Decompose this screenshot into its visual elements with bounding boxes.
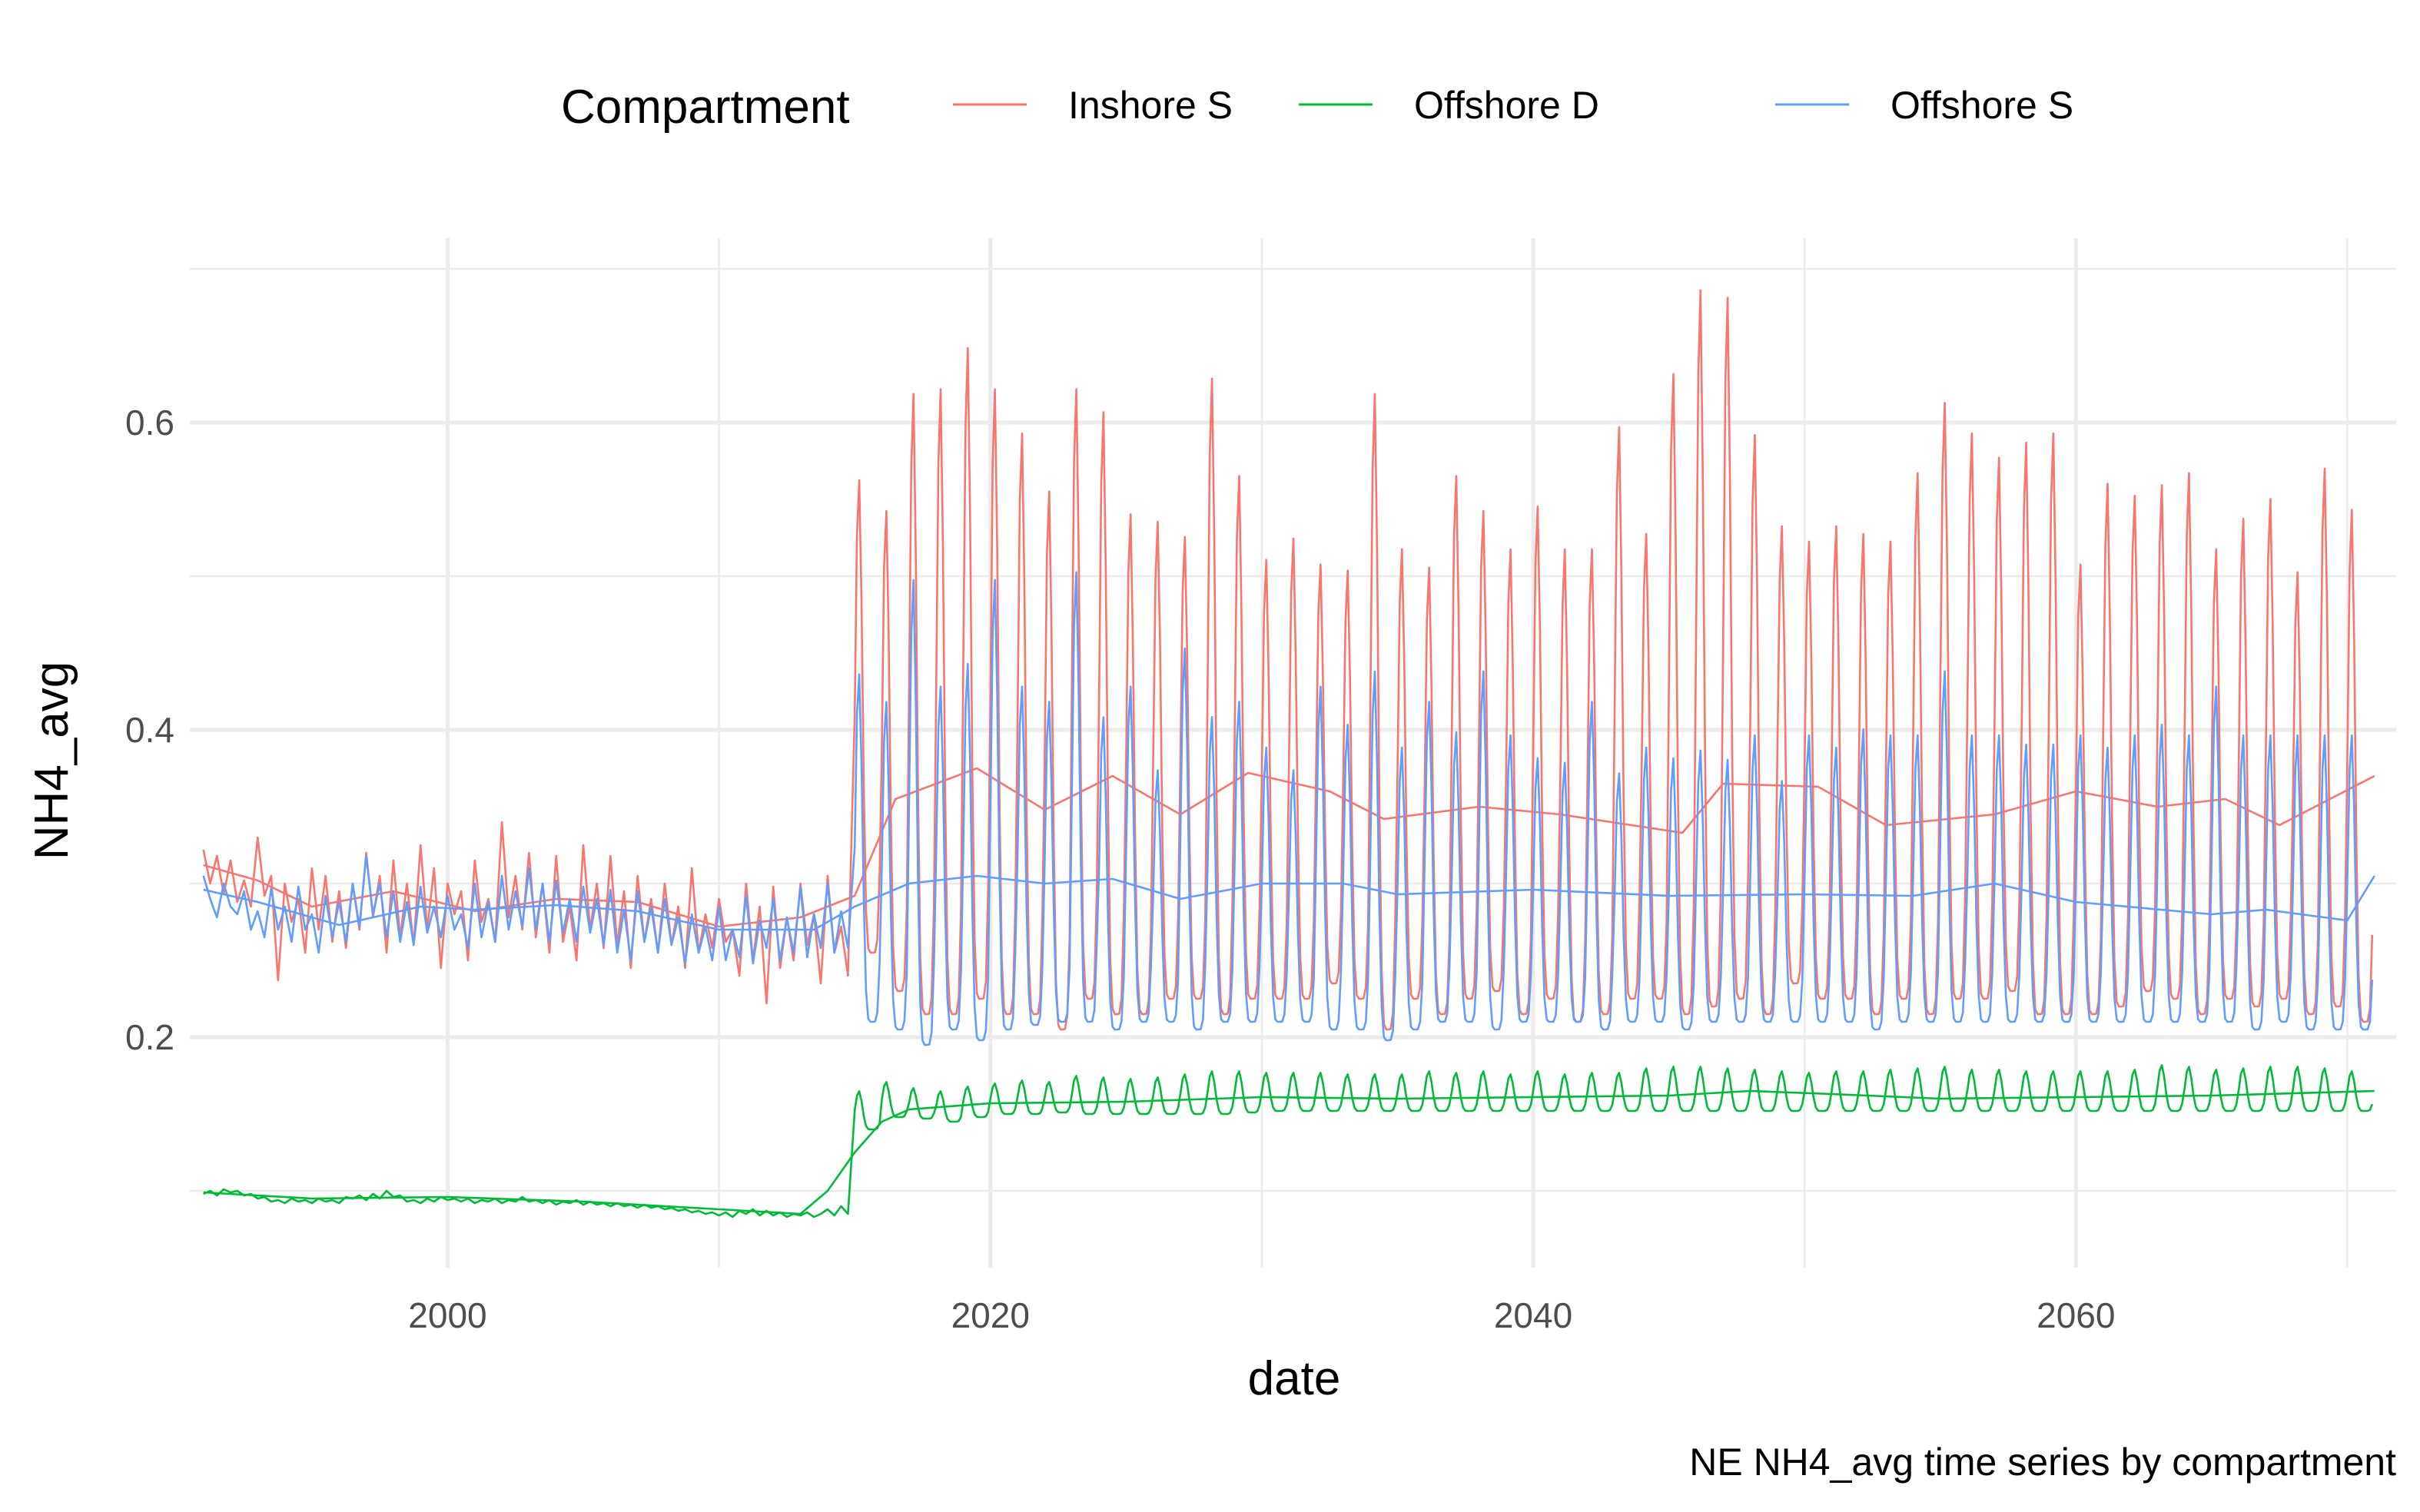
x-tick-label: 2020 <box>951 1295 1030 1335</box>
legend-entries: Inshore S Offshore D Offshore S <box>953 84 2073 127</box>
tick-labels: 2000 2020 2040 2060 0.2 0.4 0.6 <box>125 403 2115 1335</box>
legend-label: Offshore S <box>1891 84 2073 127</box>
trend-line-offshore-s <box>203 874 2375 931</box>
y-tick-label: 0.4 <box>125 710 174 750</box>
grid <box>190 238 2396 1268</box>
series-line-offshore-d <box>203 1064 2374 1219</box>
trend-line-offshore-d <box>203 1089 2375 1215</box>
series-line-offshore-s <box>202 571 2374 1046</box>
series-line-inshore-s <box>202 289 2374 1031</box>
legend-label: Inshore S <box>1068 84 1233 127</box>
y-tick-label: 0.2 <box>125 1017 174 1057</box>
legend: Compartment Inshore S Offshore D Offshore … <box>561 81 2073 134</box>
legend-title: Compartment <box>561 81 850 134</box>
x-tick-label: 2040 <box>1494 1295 1572 1335</box>
y-tick-label: 0.6 <box>125 403 174 443</box>
x-tick-label: 2060 <box>2037 1295 2115 1335</box>
x-axis-title: date <box>1248 1352 1341 1405</box>
x-tick-label: 2000 <box>408 1295 486 1335</box>
y-axis-title: NH4_avg <box>25 662 78 860</box>
legend-label: Offshore D <box>1414 84 1599 127</box>
series-lines <box>202 289 2375 1219</box>
chart-caption: NE NH4_avg time series by compartment <box>1689 1441 2396 1484</box>
